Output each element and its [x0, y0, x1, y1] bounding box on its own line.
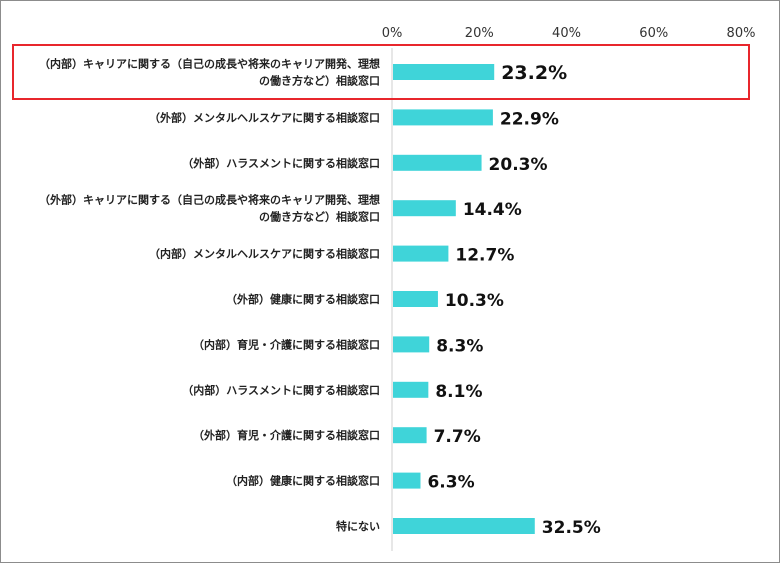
category-label: （外部）健康に関する相談窓口: [226, 292, 380, 306]
value-label: 12.7%: [455, 246, 514, 266]
value-label: 7.7%: [434, 427, 481, 447]
bar: [393, 291, 438, 307]
value-label: 6.3%: [427, 473, 474, 493]
value-label: 8.3%: [436, 336, 483, 356]
bar: [393, 245, 449, 262]
value-label: 22.9%: [500, 109, 559, 129]
category-label: （内部）ハラスメントに関する相談窓口: [182, 383, 380, 397]
category-label: （内部）キャリアに関する（自己の成長や将来のキャリア開発、理想: [39, 57, 380, 71]
bar: [393, 427, 427, 444]
category-label: 特にない: [336, 519, 380, 533]
bar: [393, 381, 429, 398]
bar: [393, 336, 430, 353]
category-label: （内部）健康に関する相談窓口: [226, 474, 380, 488]
category-label: （内部）育児・介護に関する相談窓口: [193, 337, 380, 351]
bar: [393, 64, 495, 80]
x-tick-label: 0%: [382, 26, 403, 41]
category-label: （外部）ハラスメントに関する相談窓口: [182, 156, 380, 170]
value-label: 14.4%: [463, 200, 522, 220]
bar: [393, 109, 493, 126]
bar: [393, 200, 456, 217]
category-label: の働き方など）相談窓口: [259, 210, 380, 224]
x-tick-label: 40%: [552, 26, 581, 41]
x-tick-label: 20%: [465, 26, 494, 41]
category-label: （外部）メンタルヘルスケアに関する相談窓口: [149, 110, 380, 124]
value-label: 32.5%: [542, 518, 601, 538]
value-label: 23.2%: [501, 62, 567, 84]
category-label: （内部）メンタルヘルスケアに関する相談窓口: [149, 247, 380, 261]
value-label: 8.1%: [435, 382, 482, 402]
value-label: 10.3%: [445, 291, 504, 311]
value-label: 20.3%: [489, 155, 548, 175]
x-tick-label: 80%: [727, 26, 756, 41]
x-tick-label: 60%: [639, 26, 668, 41]
bar: [393, 472, 421, 489]
category-label: （外部）キャリアに関する（自己の成長や将来のキャリア開発、理想: [39, 193, 380, 207]
highlight-box: [12, 44, 750, 100]
category-label: （外部）育児・介護に関する相談窓口: [193, 428, 380, 442]
category-label: の働き方など）相談窓口: [259, 74, 380, 88]
bar: [393, 518, 535, 534]
bar: [393, 154, 482, 171]
